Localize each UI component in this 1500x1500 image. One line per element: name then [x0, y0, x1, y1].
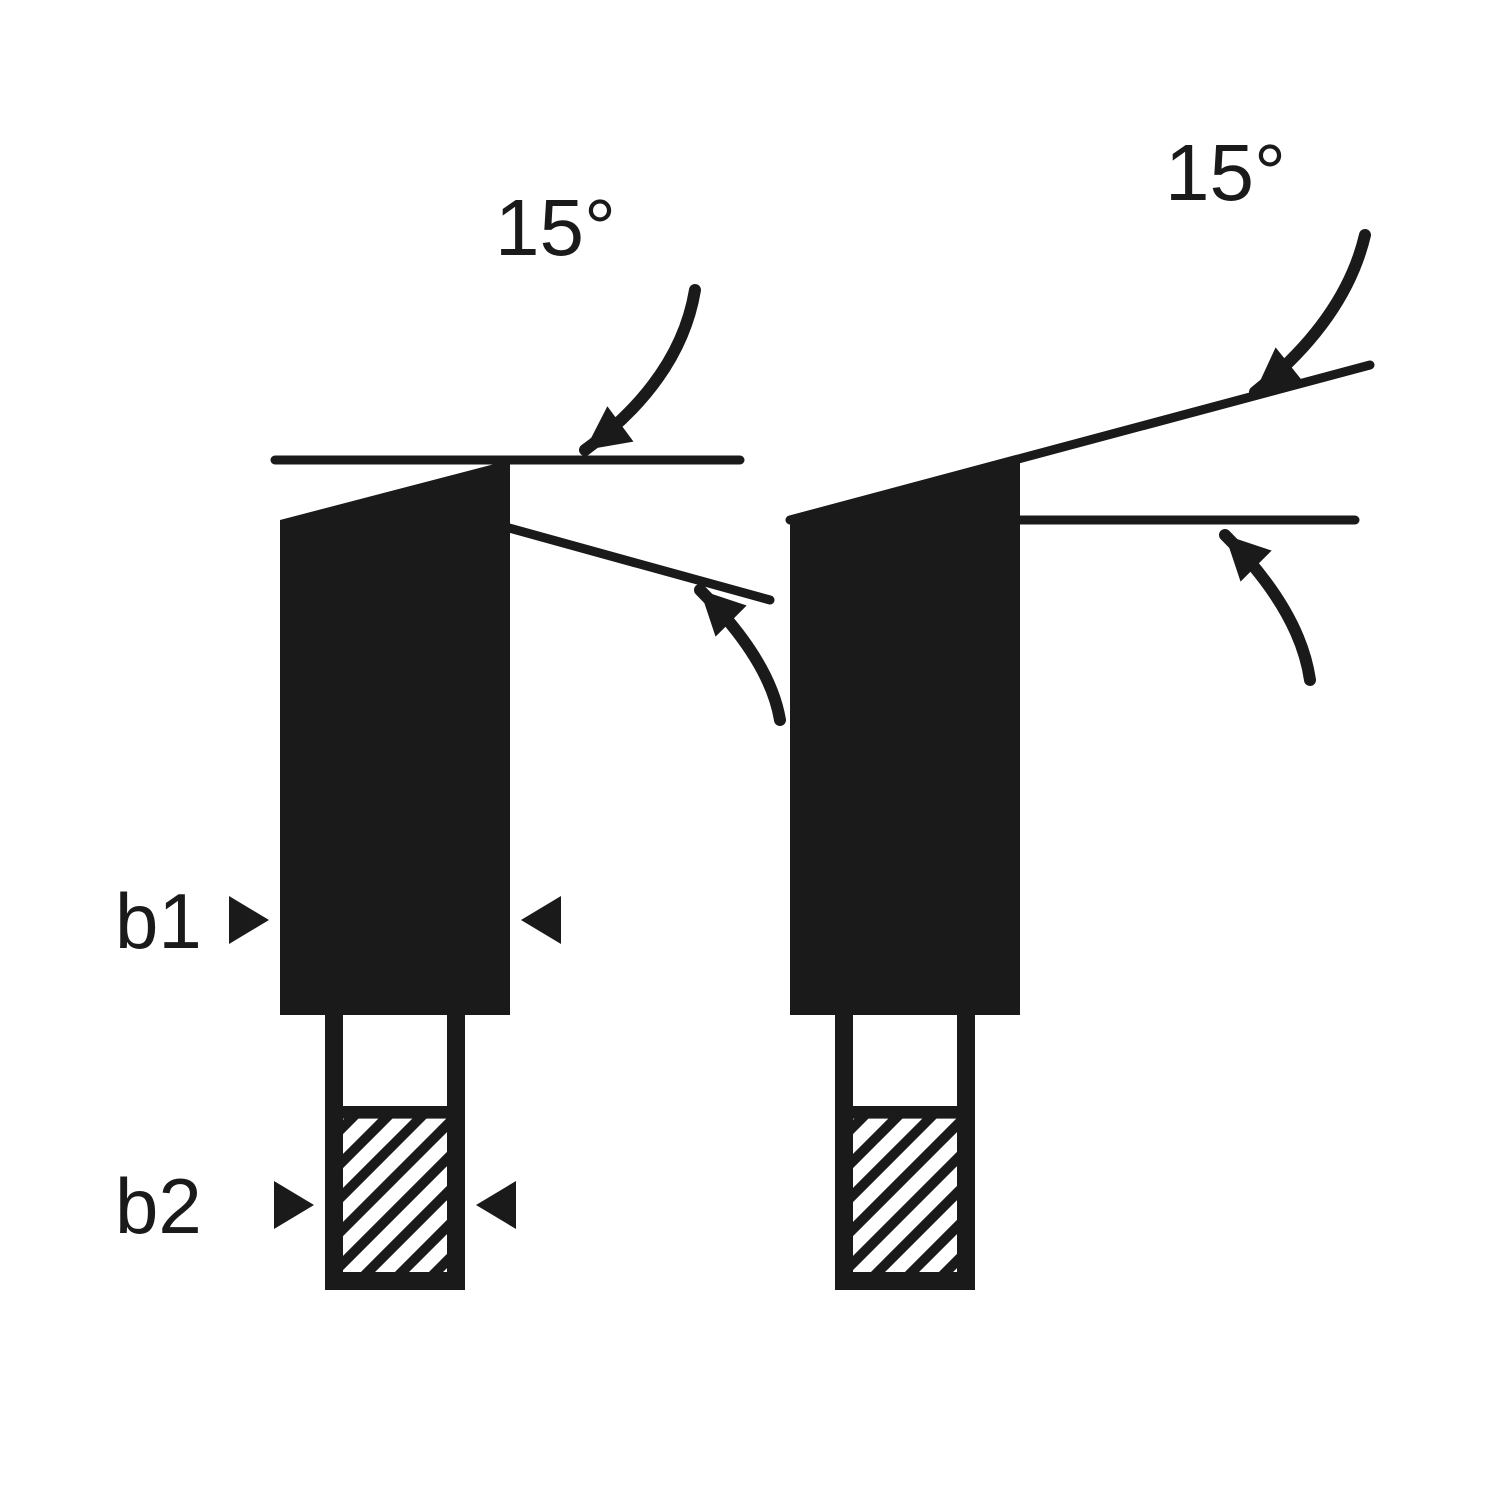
label: b2	[115, 1162, 202, 1250]
label: 15°	[1165, 128, 1286, 217]
label: 15°	[495, 183, 616, 272]
label: b1	[115, 877, 202, 965]
